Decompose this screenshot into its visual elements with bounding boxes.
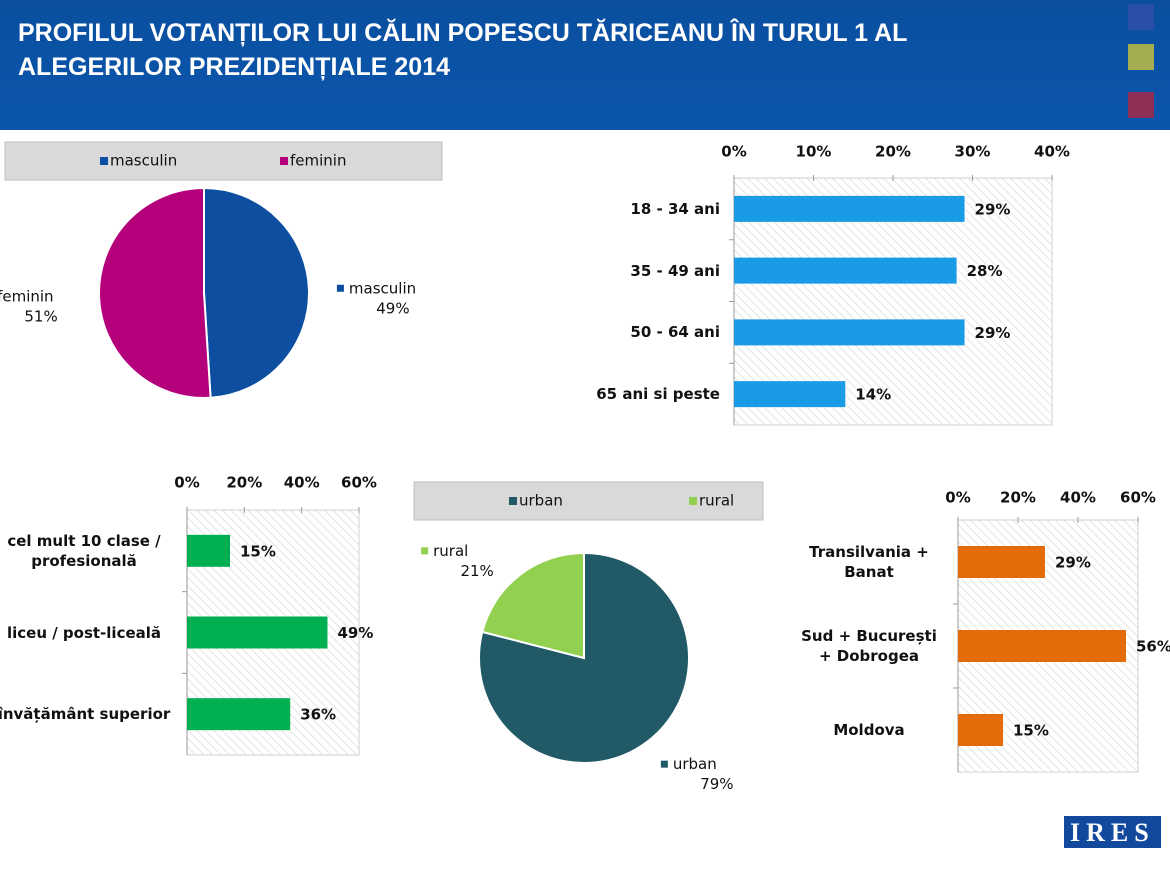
category-label-box: învățământ superior: [0, 705, 171, 724]
category-label-box: 18 - 34 ani: [630, 199, 720, 218]
category-label: Moldova: [833, 721, 905, 739]
bar: [958, 630, 1126, 662]
decor-square: [1128, 4, 1154, 30]
pie-slice: [478, 551, 690, 764]
label-marker: [421, 547, 429, 555]
value-label: 15%: [1013, 722, 1049, 740]
bar: [187, 534, 230, 567]
category-label-box: 35 - 49 ani: [630, 261, 720, 280]
legend-label: urban: [519, 492, 563, 510]
logo: IRES: [1064, 816, 1163, 850]
category-label-box: Sud + București + Dobrogea: [801, 627, 937, 665]
x-tick-label: 10%: [796, 143, 832, 161]
value-label: 49%: [337, 624, 373, 642]
label-marker: [660, 760, 668, 768]
legend-label: feminin: [290, 152, 346, 170]
pie-value-label: 79%: [700, 775, 733, 793]
bar: [734, 195, 965, 222]
category-label: liceu / post-liceală: [6, 623, 162, 642]
pie-label: masculin: [349, 279, 416, 297]
bar: [734, 257, 957, 284]
category-label-box: Moldova: [833, 721, 905, 739]
x-tick-label: 60%: [341, 474, 377, 492]
x-tick-label: 40%: [1034, 143, 1070, 161]
pie-label: feminin: [0, 288, 54, 306]
pie-label: rural: [433, 542, 468, 560]
category-label: Transilvania + Banat: [809, 543, 929, 581]
x-tick-label: 40%: [284, 474, 320, 492]
decor-square: [1128, 44, 1154, 70]
category-label: 18 - 34 ani: [630, 199, 720, 218]
x-tick-label: 30%: [955, 143, 991, 161]
legend-box: [413, 481, 764, 521]
bar: [187, 698, 291, 731]
x-tick-label: 60%: [1120, 489, 1156, 507]
pie-value-label: 21%: [460, 562, 493, 580]
category-label: cel mult 10 clase / profesională: [7, 531, 161, 570]
value-label: 29%: [1055, 554, 1091, 572]
legend-marker: [509, 497, 517, 505]
logo-text: IRES: [1064, 816, 1161, 848]
category-label-box: 50 - 64 ani: [630, 323, 720, 342]
legend-marker: [280, 157, 288, 165]
bar: [734, 319, 965, 346]
value-label: 15%: [240, 542, 276, 560]
legend-box: [4, 141, 443, 181]
category-label: 35 - 49 ani: [630, 261, 720, 280]
value-label: 29%: [975, 200, 1011, 218]
category-label: 50 - 64 ani: [630, 323, 720, 342]
x-tick-label: 20%: [875, 143, 911, 161]
x-tick-label: 40%: [1060, 489, 1096, 507]
value-label: 14%: [855, 386, 891, 404]
category-label-box: liceu / post-liceală: [6, 623, 162, 642]
legend-marker: [100, 157, 108, 165]
x-tick-label: 0%: [174, 474, 199, 492]
slide-title: PROFILUL VOTANȚILOR LUI CĂLIN POPESCU TĂ…: [18, 19, 907, 81]
bar: [734, 381, 846, 408]
legend-marker: [689, 497, 697, 505]
category-label: 65 ani si peste: [596, 385, 720, 404]
category-label-box: Transilvania + Banat: [809, 543, 929, 581]
value-label: 28%: [967, 262, 1003, 280]
value-label: 56%: [1136, 638, 1170, 656]
category-label-box: cel mult 10 clase / profesională: [7, 531, 161, 570]
x-tick-label: 20%: [1000, 489, 1036, 507]
bar: [187, 616, 328, 649]
decor-square: [1128, 92, 1154, 118]
value-label: 36%: [300, 706, 336, 724]
pie-value-label: 49%: [376, 299, 409, 317]
header: PROFILUL VOTANȚILOR LUI CĂLIN POPESCU TĂ…: [0, 0, 1170, 130]
x-tick-label: 0%: [945, 489, 970, 507]
bar: [958, 546, 1045, 578]
pie-slice: [481, 551, 585, 660]
legend-label: masculin: [110, 152, 177, 170]
category-label: Sud + București + Dobrogea: [801, 627, 937, 665]
pie-slice: [98, 186, 212, 399]
category-label: învățământ superior: [0, 705, 171, 724]
x-tick-label: 0%: [721, 143, 746, 161]
label-marker: [336, 284, 344, 292]
value-label: 29%: [975, 324, 1011, 342]
bar: [958, 714, 1003, 746]
x-tick-label: 20%: [226, 474, 262, 492]
legend-label: rural: [699, 492, 734, 510]
pie-slice: [203, 186, 310, 399]
pie-value-label: 51%: [24, 308, 57, 326]
category-label-box: 65 ani si peste: [596, 385, 720, 404]
pie-label: urban: [673, 755, 717, 773]
